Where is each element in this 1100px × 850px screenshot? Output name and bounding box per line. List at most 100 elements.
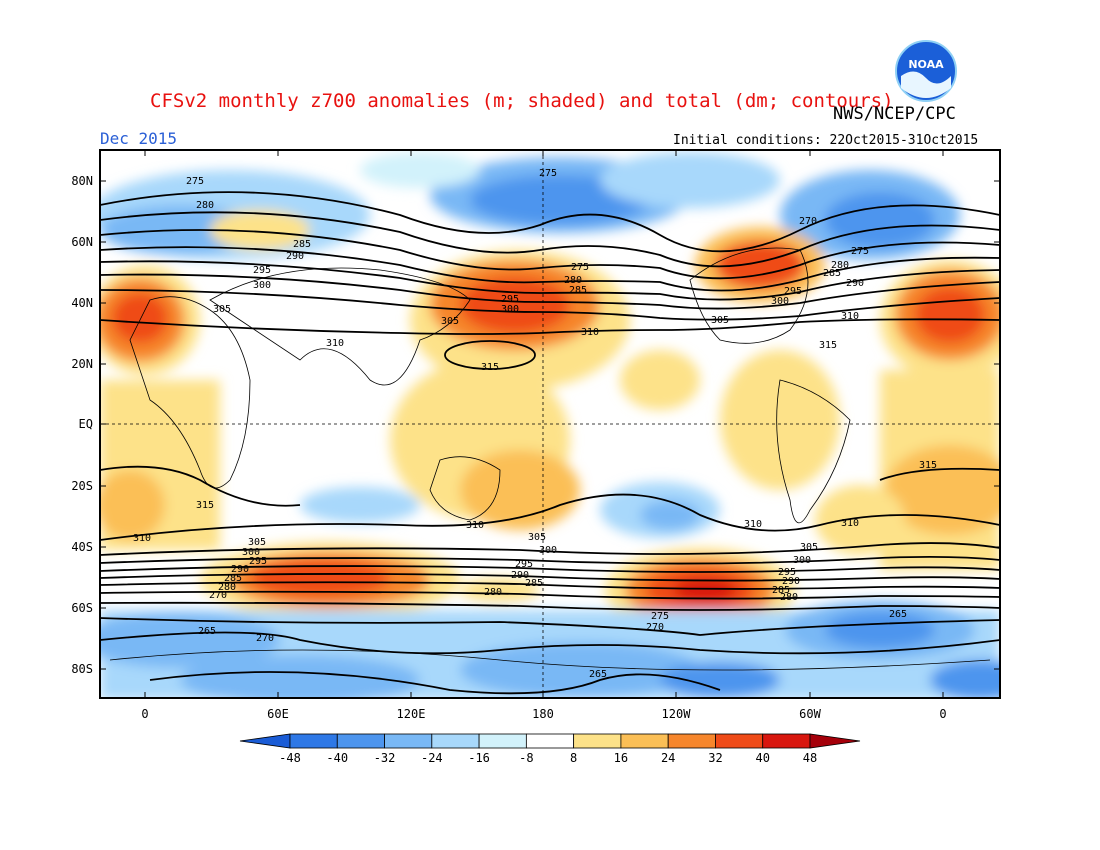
contour-label: 280: [484, 587, 502, 598]
colorbar-tick-label: 40: [756, 751, 770, 765]
contour-label: 290: [286, 251, 304, 262]
colorbar-segment: [478, 733, 527, 749]
contour-label: 280: [196, 200, 214, 211]
colorbar-tick-label: -16: [468, 751, 490, 765]
lon-label: 0: [141, 707, 148, 721]
colorbar-tick-label: -8: [519, 751, 533, 765]
contour-label: 295: [515, 559, 533, 570]
contour-label: 310: [841, 518, 859, 529]
lon-label: 60E: [267, 707, 289, 721]
contour-label: 285: [772, 585, 790, 596]
colorbar-left-arrow: [239, 733, 291, 749]
colorbar-segment: [289, 733, 338, 749]
contour-label: 270: [256, 633, 274, 644]
lat-label: 40S: [71, 540, 93, 554]
lat-label: 40N: [71, 296, 93, 310]
colorbar-tick-label: -40: [326, 751, 348, 765]
colorbar: -48 -40 -32 -24 -16 -8 8 16 24 32 40 48: [239, 733, 861, 765]
contour-label: 310: [133, 533, 151, 544]
contour-label: 315: [196, 500, 214, 511]
contour-label: 285: [224, 573, 242, 584]
contour-label: 285: [293, 239, 311, 250]
lat-label: 60S: [71, 601, 93, 615]
colorbar-segment: [431, 733, 480, 749]
lat-label: 80S: [71, 662, 93, 676]
contour-label: 280: [831, 260, 849, 271]
colorbar-tick-label: -48: [279, 751, 301, 765]
contour-label: 275: [571, 262, 589, 273]
contour-label: 310: [326, 338, 344, 349]
contour-label: 315: [481, 362, 499, 373]
colorbar-tick-label: 32: [708, 751, 722, 765]
contour-label: 310: [466, 520, 484, 531]
contour-label: 275: [186, 176, 204, 187]
contour-label: 300: [793, 555, 811, 566]
contour-label: 290: [782, 576, 800, 587]
contour-label: 280: [218, 582, 236, 593]
contour-label: 300: [253, 280, 271, 291]
contour-label: 295: [501, 294, 519, 305]
contour-label: 315: [819, 340, 837, 351]
contour-label: 295: [778, 567, 796, 578]
contour-label: 315: [919, 460, 937, 471]
lon-label: 60W: [799, 707, 821, 721]
colorbar-tick-label: 16: [614, 751, 628, 765]
colorbar-right-arrow: [809, 733, 861, 749]
colorbar-segment: [762, 733, 811, 749]
lon-label: 180: [532, 707, 554, 721]
lon-label: 120W: [662, 707, 692, 721]
contour-label: 295: [249, 556, 267, 567]
contour-label: 290: [231, 564, 249, 575]
contour-label: 290: [846, 278, 864, 289]
chart-title: CFSv2 monthly z700 anomalies (m; shaded)…: [150, 90, 894, 112]
colorbar-tick-label: -24: [421, 751, 443, 765]
lon-label: 120E: [397, 707, 426, 721]
coastlines: [109, 247, 991, 671]
lon-axis: 0 60E 120E 180 120W 60W 0: [141, 150, 947, 721]
height-contours: [100, 191, 1000, 695]
contour-label: 265: [589, 669, 607, 680]
colorbar-tick-label: 8: [570, 751, 577, 765]
svg-text:NOAA: NOAA: [908, 58, 944, 71]
contour-label: 305: [528, 532, 546, 543]
contour-label: 300: [501, 304, 519, 315]
contour-labels: 2752802852902953003053103152752752802852…: [133, 168, 937, 680]
colorbar-tick-label: 24: [661, 751, 675, 765]
contour-label: 270: [209, 590, 227, 601]
contour-label: 285: [569, 285, 587, 296]
contour-label: 280: [780, 592, 798, 603]
contour-label: 305: [711, 315, 729, 326]
contour-label: 300: [539, 545, 557, 556]
contour-label: 310: [744, 519, 762, 530]
contour-label: 285: [823, 268, 841, 279]
noaa-logo: NOAA: [895, 40, 957, 102]
lat-label: 20S: [71, 479, 93, 493]
lat-label: EQ: [79, 417, 93, 431]
lon-label: 0: [939, 707, 946, 721]
contour-label: 265: [889, 609, 907, 620]
org-label: NWS/NCEP/CPC: [833, 104, 956, 124]
colorbar-segment: [384, 733, 433, 749]
contour-label: 275: [651, 611, 669, 622]
lat-label: 80N: [71, 174, 93, 188]
contour-label: 275: [539, 168, 557, 179]
contour-label: 295: [253, 265, 271, 276]
contour-label: 305: [800, 542, 818, 553]
contour-label: 285: [525, 578, 543, 589]
contour-label: 290: [511, 570, 529, 581]
contour-label: 310: [581, 327, 599, 338]
contour-label: 305: [213, 304, 231, 315]
colorbar-segment: [715, 733, 764, 749]
contour-label: 275: [851, 246, 869, 257]
colorbar-tick-label: -32: [374, 751, 396, 765]
contour-label: 300: [242, 547, 260, 558]
colorbar-segment: [573, 733, 622, 749]
contour-label: 295: [784, 286, 802, 297]
month-label: Dec 2015: [100, 129, 178, 148]
colorbar-segment: [336, 733, 385, 749]
colorbar-segment: [620, 733, 669, 749]
colorbar-tick-label: 48: [803, 751, 817, 765]
contour-label: 270: [646, 622, 664, 633]
initial-conditions-label: Initial conditions: 22Oct2015-31Oct2015: [673, 133, 979, 148]
